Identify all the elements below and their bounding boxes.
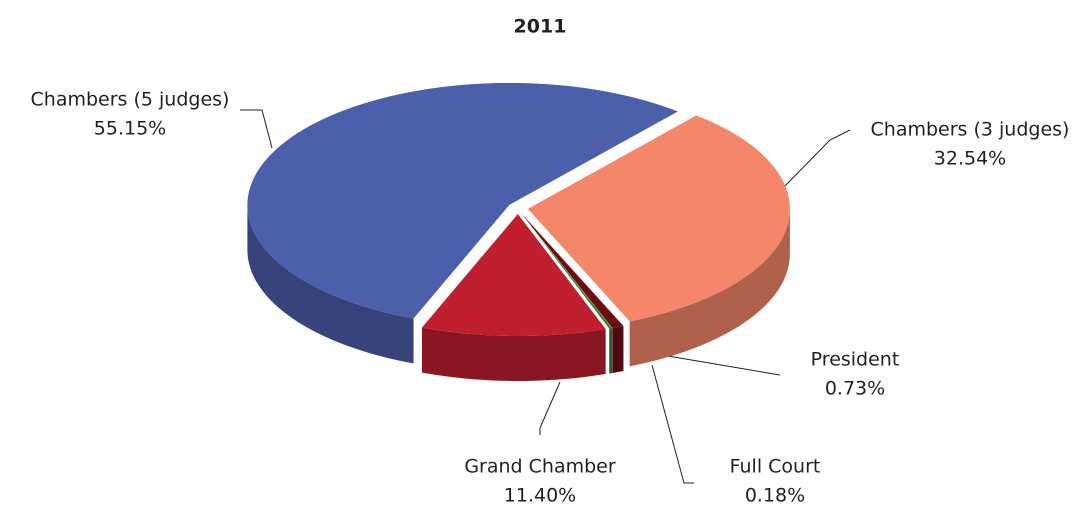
pie-side — [247, 204, 414, 364]
slice-value-label: 0.18% — [745, 485, 805, 507]
leader-lines — [240, 109, 851, 484]
pie-tops — [247, 82, 790, 336]
pie-slice — [247, 82, 678, 319]
slice-label: Full Court — [730, 456, 821, 478]
pie-slice — [527, 115, 790, 322]
leader-line — [782, 129, 851, 189]
pie-side — [609, 328, 612, 374]
slice-value-label: 32.54% — [934, 148, 1006, 170]
leader-line — [661, 354, 781, 376]
slice-value-label: 55.15% — [94, 118, 166, 140]
pie-sides — [247, 204, 790, 381]
pie-slice — [521, 213, 612, 329]
slice-label: President — [811, 349, 900, 371]
slice-value-label: 11.40% — [504, 485, 576, 507]
pie-side — [612, 326, 624, 374]
leader-line — [539, 381, 561, 435]
chart-title: 2011 — [514, 16, 567, 38]
slice-label: Chambers (3 judges) — [871, 119, 1070, 141]
slice-value-label: 0.73% — [825, 378, 885, 400]
leader-line — [651, 364, 694, 484]
leader-line — [240, 109, 273, 149]
pie-slice — [521, 213, 624, 329]
pie-side — [629, 208, 790, 367]
slice-label: Grand Chamber — [464, 456, 616, 478]
pie-slice — [421, 213, 606, 336]
slice-label: Chambers (5 judges) — [31, 89, 230, 111]
pie-side — [421, 327, 606, 381]
